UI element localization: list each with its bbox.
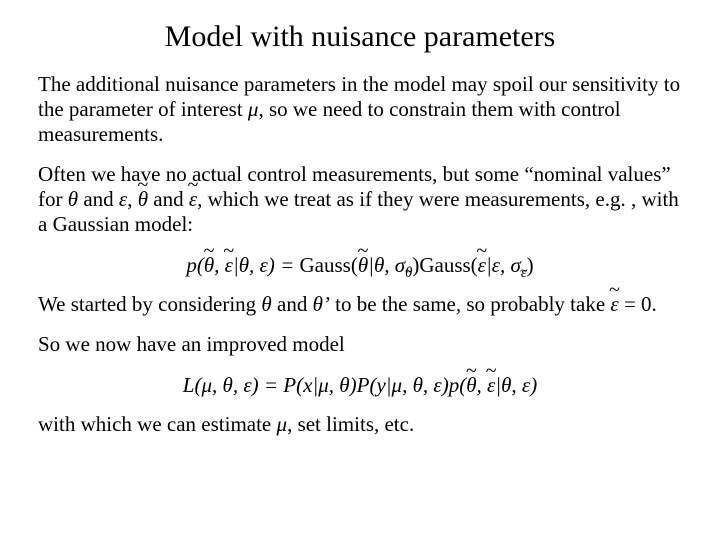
- eq2-p3-c2: ,: [511, 373, 522, 397]
- p3-thetap: θ’: [313, 292, 330, 316]
- p5-mu: μ: [277, 412, 288, 436]
- paragraph-5: with which we can estimate μ, set limits…: [38, 412, 682, 437]
- p5-text-b: , set limits, etc.: [287, 412, 414, 436]
- eq2-p3-theta: θ: [501, 373, 511, 397]
- eq2-p1-theta: θ: [339, 373, 349, 397]
- eq1-g1-ttheta: θ: [358, 253, 368, 278]
- p3-text-c: = 0.: [619, 292, 657, 316]
- equation-1: p(θ, ε|θ, ε) = Gauss(θ|θ, σθ)Gauss(ε|ε, …: [38, 253, 682, 278]
- p3-text-a: We started by considering: [38, 292, 261, 316]
- p2-and1: and: [78, 187, 119, 211]
- equation-2: L(μ, θ, ε) = P(x|μ, θ)P(y|μ, θ, ε)p(θ, ε…: [38, 373, 682, 398]
- eq1-sigma1: σ: [395, 253, 405, 277]
- p1-mu: μ: [248, 97, 259, 121]
- eq1-c2: ,: [249, 253, 260, 277]
- eq2-theta: θ: [223, 373, 233, 397]
- eq1-gauss2: Gauss(: [419, 253, 477, 277]
- eq2-p2-theta: θ: [413, 373, 423, 397]
- eq1-g1-theta: θ: [374, 253, 384, 277]
- eq2-y: y: [376, 373, 385, 397]
- slide: Model with nuisance parameters The addit…: [0, 0, 720, 540]
- paragraph-4: So we now have an improved model: [38, 332, 682, 357]
- paragraph-3: We started by considering θ and θ’ to be…: [38, 292, 682, 317]
- eq2-P2: P: [357, 373, 370, 397]
- eq2-p1-close: ): [350, 373, 357, 397]
- p5-text-a: with which we can estimate: [38, 412, 277, 436]
- eq2-p3-ttheta: θ: [466, 373, 476, 398]
- p3-theta: θ: [261, 292, 271, 316]
- eq1-g2-eps: ε: [492, 253, 500, 277]
- p2-comma2: ,: [197, 187, 208, 211]
- eq2-close-eq: ) =: [252, 373, 284, 397]
- eq2-p1-mu: μ: [318, 373, 329, 397]
- eq2-p2-c1: ,: [402, 373, 413, 397]
- paragraph-1: The additional nuisance parameters in th…: [38, 72, 682, 146]
- eq2-p2-c2: ,: [423, 373, 434, 397]
- eq2-p: p: [449, 373, 460, 397]
- eq1-g1-c: ,: [384, 253, 395, 277]
- eq2-P1: P: [283, 373, 296, 397]
- eq2-p1-c: ,: [329, 373, 340, 397]
- eq2-p3-close: ): [530, 373, 537, 397]
- eq2-eps: ε: [243, 373, 251, 397]
- p2-teps: ε: [189, 187, 197, 212]
- eq1-theta: θ: [239, 253, 249, 277]
- eq2-c2: ,: [233, 373, 244, 397]
- eq1-teps: ε: [225, 253, 233, 278]
- p2-ttheta: θ: [138, 187, 148, 212]
- eq1-eps: ε: [260, 253, 268, 277]
- eq1-p: p: [186, 253, 197, 277]
- p3-text-b: to be the same, so probably take: [330, 292, 611, 316]
- p2-comma1: ,: [127, 187, 138, 211]
- eq2-c1: ,: [212, 373, 223, 397]
- eq2-p2-eps: ε: [433, 373, 441, 397]
- eq1-close-eq: ) =: [268, 253, 300, 277]
- p2-and2: and: [148, 187, 189, 211]
- eq1-gauss1: Gauss(: [300, 253, 358, 277]
- p2-theta: θ: [68, 187, 78, 211]
- eq2-mu: μ: [201, 373, 212, 397]
- eq2-L: L: [183, 373, 195, 397]
- paragraph-2: Often we have no actual control measurem…: [38, 162, 682, 236]
- p3-and: and: [272, 292, 313, 316]
- slide-title: Model with nuisance parameters: [38, 20, 682, 54]
- p2-eps: ε: [119, 187, 127, 211]
- eq2-p3-teps: ε: [487, 373, 495, 398]
- eq2-p3-eps: ε: [522, 373, 530, 397]
- p3-teps: ε: [610, 292, 618, 317]
- eq1-ttheta: θ: [204, 253, 214, 278]
- eq1-g2-teps: ε: [478, 253, 486, 278]
- eq1-g2-c: ,: [500, 253, 511, 277]
- eq2-p2-mu: μ: [392, 373, 403, 397]
- eq2-p2-close: ): [442, 373, 449, 397]
